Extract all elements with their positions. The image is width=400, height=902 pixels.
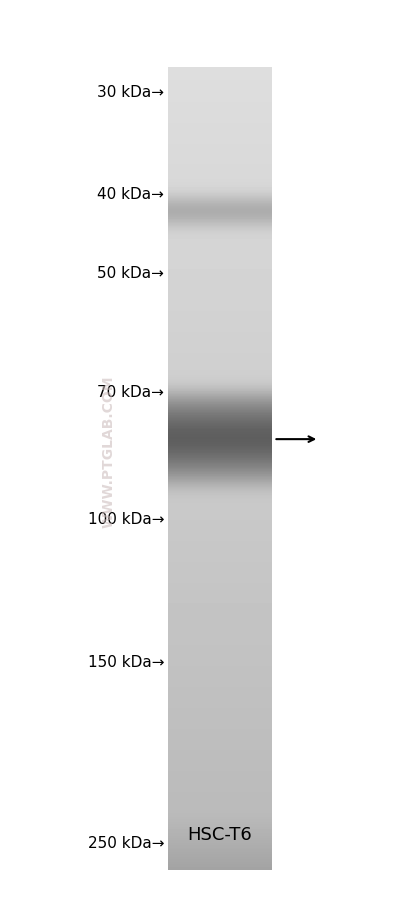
Text: 250 kDa→: 250 kDa→ (88, 835, 164, 850)
Text: 50 kDa→: 50 kDa→ (97, 266, 164, 281)
Text: 30 kDa→: 30 kDa→ (97, 86, 164, 100)
Text: 70 kDa→: 70 kDa→ (97, 385, 164, 400)
Text: WWW.PTGLAB.COM: WWW.PTGLAB.COM (102, 375, 116, 527)
Text: HSC-T6: HSC-T6 (188, 824, 252, 842)
Text: 40 kDa→: 40 kDa→ (97, 187, 164, 202)
Text: 150 kDa→: 150 kDa→ (88, 655, 164, 669)
Text: 100 kDa→: 100 kDa→ (88, 511, 164, 526)
